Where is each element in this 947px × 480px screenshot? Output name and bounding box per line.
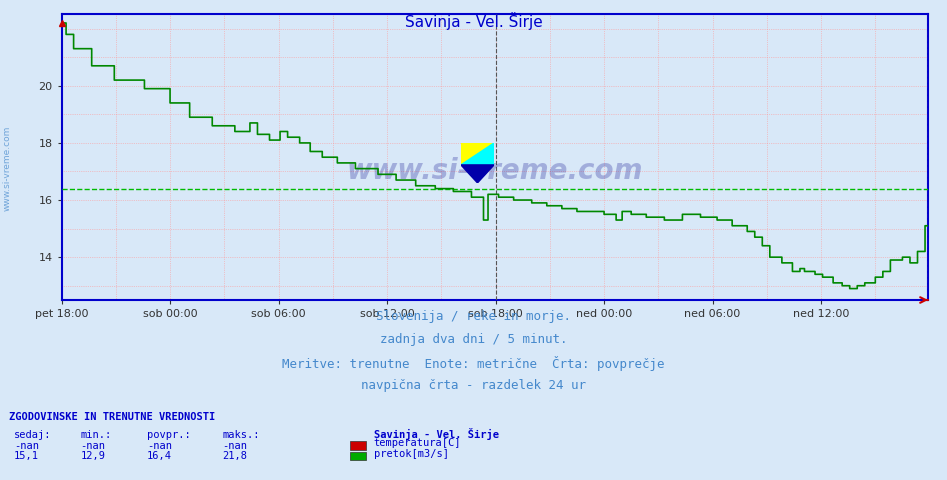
Polygon shape: [461, 143, 494, 165]
Text: -nan: -nan: [147, 441, 171, 451]
Text: navpična črta - razdelek 24 ur: navpična črta - razdelek 24 ur: [361, 379, 586, 392]
Text: min.:: min.:: [80, 430, 112, 440]
Text: Savinja - Vel. Širje: Savinja - Vel. Širje: [374, 428, 499, 440]
Text: ZGODOVINSKE IN TRENUTNE VREDNOSTI: ZGODOVINSKE IN TRENUTNE VREDNOSTI: [9, 412, 216, 422]
Text: www.si-vreme.com: www.si-vreme.com: [3, 125, 12, 211]
Text: 16,4: 16,4: [147, 451, 171, 461]
Text: zadnja dva dni / 5 minut.: zadnja dva dni / 5 minut.: [380, 333, 567, 346]
Text: -nan: -nan: [14, 441, 39, 451]
Text: 12,9: 12,9: [80, 451, 105, 461]
Text: -nan: -nan: [80, 441, 105, 451]
Text: pretok[m3/s]: pretok[m3/s]: [374, 449, 449, 459]
Text: 21,8: 21,8: [223, 451, 247, 461]
Text: -nan: -nan: [223, 441, 247, 451]
Text: Savinja - Vel. Širje: Savinja - Vel. Širje: [404, 12, 543, 30]
Text: povpr.:: povpr.:: [147, 430, 190, 440]
Text: sedaj:: sedaj:: [14, 430, 52, 440]
Polygon shape: [461, 165, 494, 183]
Text: Slovenija / reke in morje.: Slovenija / reke in morje.: [376, 310, 571, 323]
Text: www.si-vreme.com: www.si-vreme.com: [347, 157, 643, 185]
Text: Meritve: trenutne  Enote: metrične  Črta: povprečje: Meritve: trenutne Enote: metrične Črta: …: [282, 356, 665, 371]
Text: 15,1: 15,1: [14, 451, 39, 461]
Text: temperatura[C]: temperatura[C]: [374, 438, 461, 448]
Text: maks.:: maks.:: [223, 430, 260, 440]
Polygon shape: [461, 143, 494, 165]
